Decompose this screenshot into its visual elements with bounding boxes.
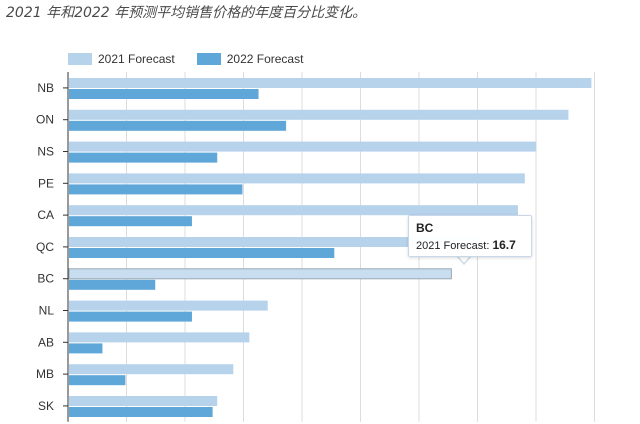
y-tick-label-ab: AB — [38, 335, 54, 349]
bar-2022-ns — [69, 152, 218, 163]
bar-2021-ns — [69, 141, 537, 152]
y-tick-label-on: ON — [36, 113, 54, 127]
bar-2022-on — [69, 120, 287, 131]
bar-2021-ca — [69, 205, 518, 216]
y-tick-label-pe: PE — [38, 176, 54, 190]
bar-2021-sk — [69, 396, 218, 406]
legend-label-2022: 2022 Forecast — [226, 52, 304, 66]
y-tick-label-ns: NS — [37, 145, 54, 159]
bar-2021-mb — [69, 364, 234, 375]
legend-swatch-2022 — [196, 53, 221, 65]
tooltip-arrow-inner — [457, 255, 471, 263]
bar-2022-bc — [69, 279, 156, 290]
bar-2021-pe — [69, 173, 525, 184]
chart-tooltip: BC 2021 Forecast: 16.7 — [408, 215, 532, 257]
bar-2021-nb — [69, 78, 592, 88]
bar-2022-mb — [69, 375, 126, 386]
tooltip-line: 2021 Forecast: 16.7 — [416, 238, 524, 252]
tooltip-value: 16.7 — [492, 238, 516, 252]
y-tick-label-nb: NB — [37, 81, 54, 95]
legend-swatch-2021 — [68, 53, 92, 65]
tooltip-title: BC — [416, 221, 434, 235]
chart-caption: 2021 年和2022 年预测平均销售价格的年度百分比变化。 — [6, 5, 367, 21]
bar-2022-pe — [69, 184, 243, 195]
legend-label-2021: 2021 Forecast — [98, 52, 175, 66]
y-tick-label-sk: SK — [38, 399, 54, 413]
bar-2021-on — [69, 109, 569, 120]
y-tick-label-mb: MB — [36, 367, 54, 381]
bar-2022-ca — [69, 216, 192, 227]
bar-2022-nb — [69, 89, 259, 99]
bar-2022-qc — [69, 248, 335, 258]
y-tick-label-bc: BC — [37, 272, 54, 286]
bar-2022-nl — [69, 311, 192, 322]
bar-2022-sk — [69, 407, 213, 417]
bar-2021-ab — [69, 332, 250, 343]
bar-2021-qc — [69, 237, 482, 247]
bar-2021-bc — [68, 268, 452, 280]
legend-item-2021[interactable]: 2021 Forecast — [68, 52, 175, 66]
tooltip-label: 2021 Forecast: — [416, 240, 493, 252]
chart-legend: 2021 Forecast 2022 Forecast — [68, 52, 325, 66]
y-tick-label-qc: QC — [36, 240, 54, 254]
legend-item-2022[interactable]: 2022 Forecast — [196, 52, 304, 66]
bar-2021-nl — [69, 300, 268, 311]
bar-2022-ab — [69, 343, 103, 354]
y-tick-label-ca: CA — [37, 208, 54, 222]
y-tick-label-nl: NL — [39, 304, 55, 318]
